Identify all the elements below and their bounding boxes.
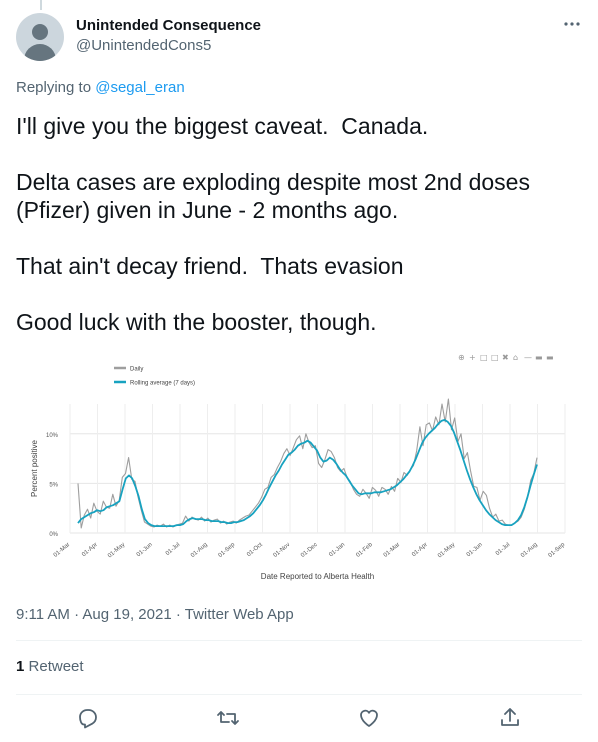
action-bar [0,698,598,738]
x-tick-label: 01-May [107,542,126,559]
tweet-text: I'll give you the biggest caveat. Canada… [16,112,576,364]
chart-toolbar-icon: — [524,353,532,362]
chart-toolbar-icon: ▬ [546,353,554,362]
x-tick-label: 01-Jun [466,542,484,558]
x-tick-label: 01-Oct [246,542,264,558]
x-tick-label: 01-Apr [411,542,429,558]
tweet-paragraph: That ain't decay friend. Thats evasion [16,253,404,279]
series-line-rolling-average [77,419,538,528]
x-tick-label: 01-Apr [81,542,99,558]
replying-to-link[interactable]: @segal_eran [95,79,185,96]
x-tick-label: 01-Jul [165,542,181,557]
chart-toolbar-icon: ✖ [502,353,509,362]
x-tick-label: 01-Feb [355,542,374,559]
chart-toolbar-icon: ⌂ [513,353,518,362]
x-tick-label: 01-Mar [383,542,401,559]
user-handle[interactable]: @UnintendedCons5 [76,37,212,54]
chart-svg: ⊕ + □ □ ✖ ⌂ — ▬ ▬0%5%10%01-Mar 01-Apr 01-May 01-Jun… [30,353,567,581]
divider [16,640,582,641]
x-tick-label: 01-Nov [273,542,292,559]
thread-connector-line [40,0,42,10]
x-tick-label: 01-Jan [328,542,346,558]
chart-toolbar-icon: ⊕ [458,353,465,362]
retweet-icon[interactable] [216,706,240,730]
y-axis-label: Percent positive [30,439,39,496]
x-tick-label: 01-Sep [548,542,567,559]
y-tick-label: 5% [49,482,58,488]
x-tick-label: 01-May [437,542,456,559]
x-tick-label: 01-Jul [495,542,511,557]
chart-toolbar-icon: □ [480,353,488,362]
reply-icon-glyph [79,709,97,729]
retweet-count-row[interactable]: 1 Retweet [16,658,84,675]
replying-prefix: Replying to [16,79,96,96]
like-icon[interactable] [357,706,381,730]
x-tick-label: 01-Sep [218,542,237,559]
chart-toolbar-icon: □ [491,353,499,362]
more-icon[interactable] [562,14,582,39]
avatar-silhouette-head [32,24,48,40]
share-icon-glyph [501,708,519,726]
tweet-paragraph: Good luck with the booster, though. [16,309,377,335]
x-tick-label: 01-Mar [53,542,71,559]
share-icon[interactable] [498,706,522,730]
series-line-daily [77,398,538,529]
chart-toolbar-icon: ▬ [535,353,543,362]
x-tick-label: 01-Jun [136,542,154,558]
legend-label: Rolling average (7 days) [130,381,195,387]
retweet-count-label: Retweet [28,658,84,675]
retweet-icon-glyph [217,711,239,725]
like-icon-glyph [360,709,378,727]
reply-icon[interactable] [76,706,100,730]
tweet-paragraph: Delta cases are exploding despite most 2… [16,169,537,223]
avatar-silhouette-body [24,44,56,61]
x-tick-label: 01-Aug [520,542,539,559]
x-tick-label: 01-Dec [300,542,319,559]
x-tick-label: 01-Aug [190,542,209,559]
more-icon-glyph [564,22,580,26]
replying-to-line: Replying to @segal_eran [16,79,185,96]
x-axis-label: Date Reported to Alberta Health [261,572,374,581]
divider [16,694,582,695]
display-name[interactable]: Unintended Consequence [76,17,262,34]
legend-label: Daily [130,367,143,373]
y-tick-label: 0% [49,532,58,538]
attached-chart-image[interactable]: ⊕ + □ □ ✖ ⌂ — ▬ ▬ 0% 5% 10% 01-Mar 01-Apr 01-May 01-Jun… [30,346,575,586]
chart-toolbar-icon: + [469,353,476,362]
tweet-timestamp[interactable]: 9:11 AM · Aug 19, 2021 · Twitter Web App [16,606,294,623]
tweet-paragraph: I'll give you the biggest caveat. Canada… [16,113,429,139]
y-tick-label: 10% [46,433,59,439]
avatar[interactable] [16,13,64,61]
retweet-count: 1 [16,658,25,675]
